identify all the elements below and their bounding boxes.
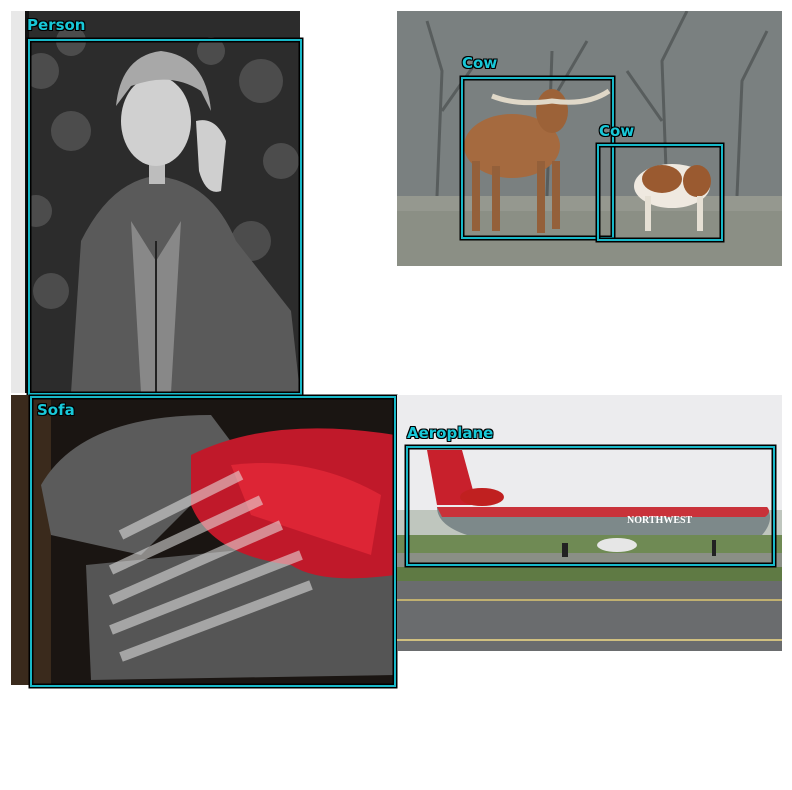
aeroplane-label: Aeroplane: [407, 424, 494, 442]
sofa-photo: [11, 395, 395, 685]
cow-label-1: Cow: [462, 54, 498, 72]
person-label: Person: [27, 16, 86, 34]
person-photo: [11, 11, 300, 393]
aircraft-livery-text: NORTHWEST: [627, 515, 693, 526]
aeroplane-photo: NORTHWEST: [397, 395, 782, 651]
sofa-bounding-box: [30, 396, 396, 687]
cow-bounding-box-2: [597, 144, 723, 241]
person-photo-panel: [11, 11, 300, 393]
aeroplane-photo-panel: NORTHWEST: [397, 395, 782, 651]
person-bounding-box: [28, 39, 302, 395]
cow-label-2: Cow: [599, 122, 635, 140]
sofa-photo-panel: [11, 395, 395, 685]
aeroplane-bounding-box: [406, 446, 775, 566]
sofa-label: Sofa: [37, 401, 75, 419]
cow-bounding-box-1: [461, 77, 614, 239]
